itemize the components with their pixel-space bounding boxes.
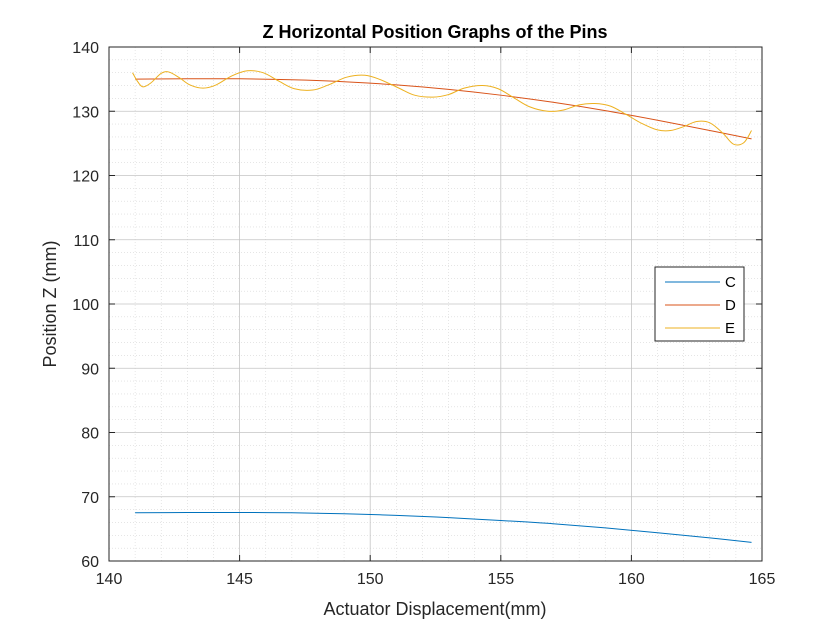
legend: CDE — [654, 266, 745, 342]
y-tick-label: 110 — [73, 233, 99, 250]
y-tick-labels: 60 70 80 90 100 110 120 130 140 — [72, 40, 99, 571]
chart-title: Z Horizontal Position Graphs of the Pins — [262, 22, 607, 42]
x-tick-label: 165 — [749, 571, 776, 588]
series-layer — [132, 70, 752, 543]
y-tick-label: 140 — [72, 40, 99, 57]
y-tick-label: 80 — [81, 426, 99, 443]
series-line-e — [132, 70, 752, 146]
legend-label-e: E — [725, 320, 735, 337]
axis-ticks — [108, 46, 763, 562]
y-tick-label: 130 — [72, 104, 99, 121]
y-tick-label: 70 — [81, 490, 99, 507]
y-tick-label: 120 — [72, 169, 99, 186]
legend-label-d: D — [725, 297, 736, 314]
x-tick-label: 140 — [96, 571, 123, 588]
minor-grid — [109, 47, 762, 561]
y-tick-label: 90 — [81, 361, 99, 378]
x-tick-label: 160 — [618, 571, 645, 588]
y-tick-label: 100 — [72, 297, 99, 314]
x-tick-label: 145 — [226, 571, 253, 588]
y-axis-label: Position Z (mm) — [40, 240, 60, 367]
x-tick-labels: 140 145 150 155 160 165 — [96, 571, 776, 588]
series-line-c — [135, 511, 752, 543]
x-tick-label: 155 — [487, 571, 514, 588]
x-axis-label: Actuator Displacement(mm) — [323, 599, 546, 619]
series-line-d — [135, 78, 752, 140]
y-tick-label: 60 — [81, 554, 99, 571]
legend-box — [654, 266, 745, 342]
x-tick-label: 150 — [357, 571, 384, 588]
legend-label-c: C — [725, 274, 736, 291]
